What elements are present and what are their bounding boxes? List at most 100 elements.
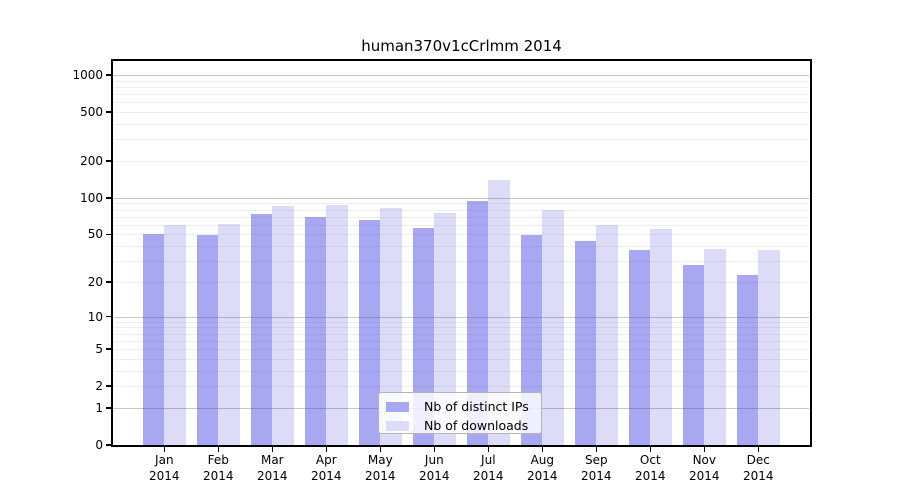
y-tick-label: 20 (87, 274, 103, 289)
x-tick-label-jan: Jan 2014 (149, 453, 180, 483)
gridline-9 (113, 321, 809, 323)
x-axis-tick (271, 447, 274, 452)
y-tick-label: 50 (87, 227, 103, 242)
gridline-800 (113, 86, 809, 88)
y-tick-label: 0 (95, 438, 103, 452)
bar-downloads-apr (326, 204, 348, 445)
x-axis-tick (487, 447, 490, 452)
legend-label-distinct-ips: Nb of distinct IPs (424, 399, 529, 414)
x-axis-tick (163, 447, 166, 452)
bar-downloads-feb (218, 223, 240, 445)
x-tick-label-jul: Jul 2014 (473, 453, 504, 483)
x-tick-label-may: May 2014 (365, 453, 396, 483)
x-tick-label-nov: Nov 2014 (689, 453, 720, 483)
chart-title: human370v1cCrlmm 2014 (361, 37, 562, 55)
x-tick-label-mar: Mar 2014 (257, 453, 288, 483)
bar-downloads-dec (758, 250, 780, 445)
y-axis-tick (106, 385, 111, 387)
gridline-60 (113, 224, 809, 226)
y-axis-tick (106, 348, 111, 350)
bar-downloads-aug (542, 209, 564, 445)
gridline-100 (113, 197, 809, 199)
x-tick-label-jun: Jun 2014 (419, 453, 450, 483)
x-tick-label-aug: Aug 2014 (527, 453, 558, 483)
y-axis-tick (106, 74, 111, 76)
y-axis-tick (106, 444, 111, 446)
gridline-10 (113, 316, 809, 318)
x-axis-tick (649, 447, 652, 452)
bar-ips-feb (196, 235, 219, 445)
bar-downloads-sep (596, 224, 618, 445)
gridline-90 (113, 203, 809, 205)
y-tick-label: 10 (87, 309, 103, 324)
y-axis-tick (106, 233, 111, 236)
bar-ips-jan (142, 234, 165, 445)
gridline-3 (113, 370, 809, 372)
x-axis-tick (595, 447, 598, 452)
gridline-500 (113, 112, 809, 114)
gridline-50 (113, 234, 809, 236)
gridline-300 (113, 139, 809, 141)
y-axis-tick (106, 111, 111, 113)
bar-downloads-mar (272, 205, 294, 445)
gridline-200 (113, 160, 809, 162)
x-tick-label-oct: Oct 2014 (635, 453, 666, 483)
bar-ips-jul (466, 200, 489, 445)
y-axis-tick (106, 197, 111, 199)
y-tick-label: 200 (80, 153, 103, 168)
bar-ips-mar (250, 214, 273, 445)
bar-ips-dec (736, 274, 759, 445)
x-axis-tick (379, 447, 382, 452)
y-axis-tick (106, 315, 111, 318)
gridline-900 (113, 80, 809, 82)
gridline-6 (113, 340, 809, 342)
gridline-700 (113, 94, 809, 96)
x-axis-tick (703, 447, 706, 452)
legend-item-distinct-ips: Nb of distinct IPs (386, 397, 535, 416)
legend-swatch-distinct-ips (386, 401, 409, 412)
bar-downloads-may (380, 208, 402, 445)
y-tick-label: 5 (95, 342, 103, 357)
x-axis-tick (433, 447, 436, 452)
legend-item-downloads: Nb of downloads (386, 416, 535, 435)
bar-downloads-nov (704, 248, 726, 445)
x-tick-label-sep: Sep 2014 (581, 453, 612, 483)
bar-ips-jun (412, 227, 435, 445)
x-axis-tick (757, 447, 760, 452)
bar-ips-oct (628, 250, 651, 445)
y-tick-label: 1000 (72, 68, 103, 82)
y-tick-label: 1 (95, 400, 103, 415)
plot-area (113, 61, 809, 445)
x-tick-label-feb: Feb 2014 (203, 453, 234, 483)
y-tick-label: 500 (80, 105, 103, 120)
gridline-70 (113, 216, 809, 218)
gridline-4 (113, 358, 809, 360)
gridline-80 (113, 209, 809, 211)
bar-downloads-oct (650, 229, 672, 445)
gridline-5 (113, 349, 809, 351)
x-tick-label-apr: Apr 2014 (311, 453, 342, 483)
bar-ips-nov (682, 264, 705, 445)
gridline-600 (113, 102, 809, 104)
x-axis-tick (325, 447, 328, 452)
gridline-400 (113, 123, 809, 125)
bar-ips-sep (574, 241, 597, 445)
x-tick-label-dec: Dec 2014 (743, 453, 774, 483)
bar-downloads-jun (434, 213, 456, 445)
y-tick-label: 100 (80, 190, 103, 205)
legend: Nb of distinct IPs Nb of downloads (378, 392, 542, 434)
gridline-30 (113, 261, 809, 263)
gridline-7 (113, 333, 809, 335)
legend-label-downloads: Nb of downloads (424, 418, 529, 433)
gridline-1000 (113, 75, 809, 76)
y-axis-tick (106, 160, 111, 162)
gridline-8 (113, 327, 809, 329)
legend-swatch-downloads (386, 420, 409, 431)
gridline-40 (113, 246, 809, 248)
bar-downloads-jul (488, 179, 510, 445)
y-axis-tick (106, 407, 111, 409)
bar-ips-may (358, 219, 381, 445)
bar-ips-apr (304, 216, 327, 445)
y-axis-tick (106, 281, 111, 283)
